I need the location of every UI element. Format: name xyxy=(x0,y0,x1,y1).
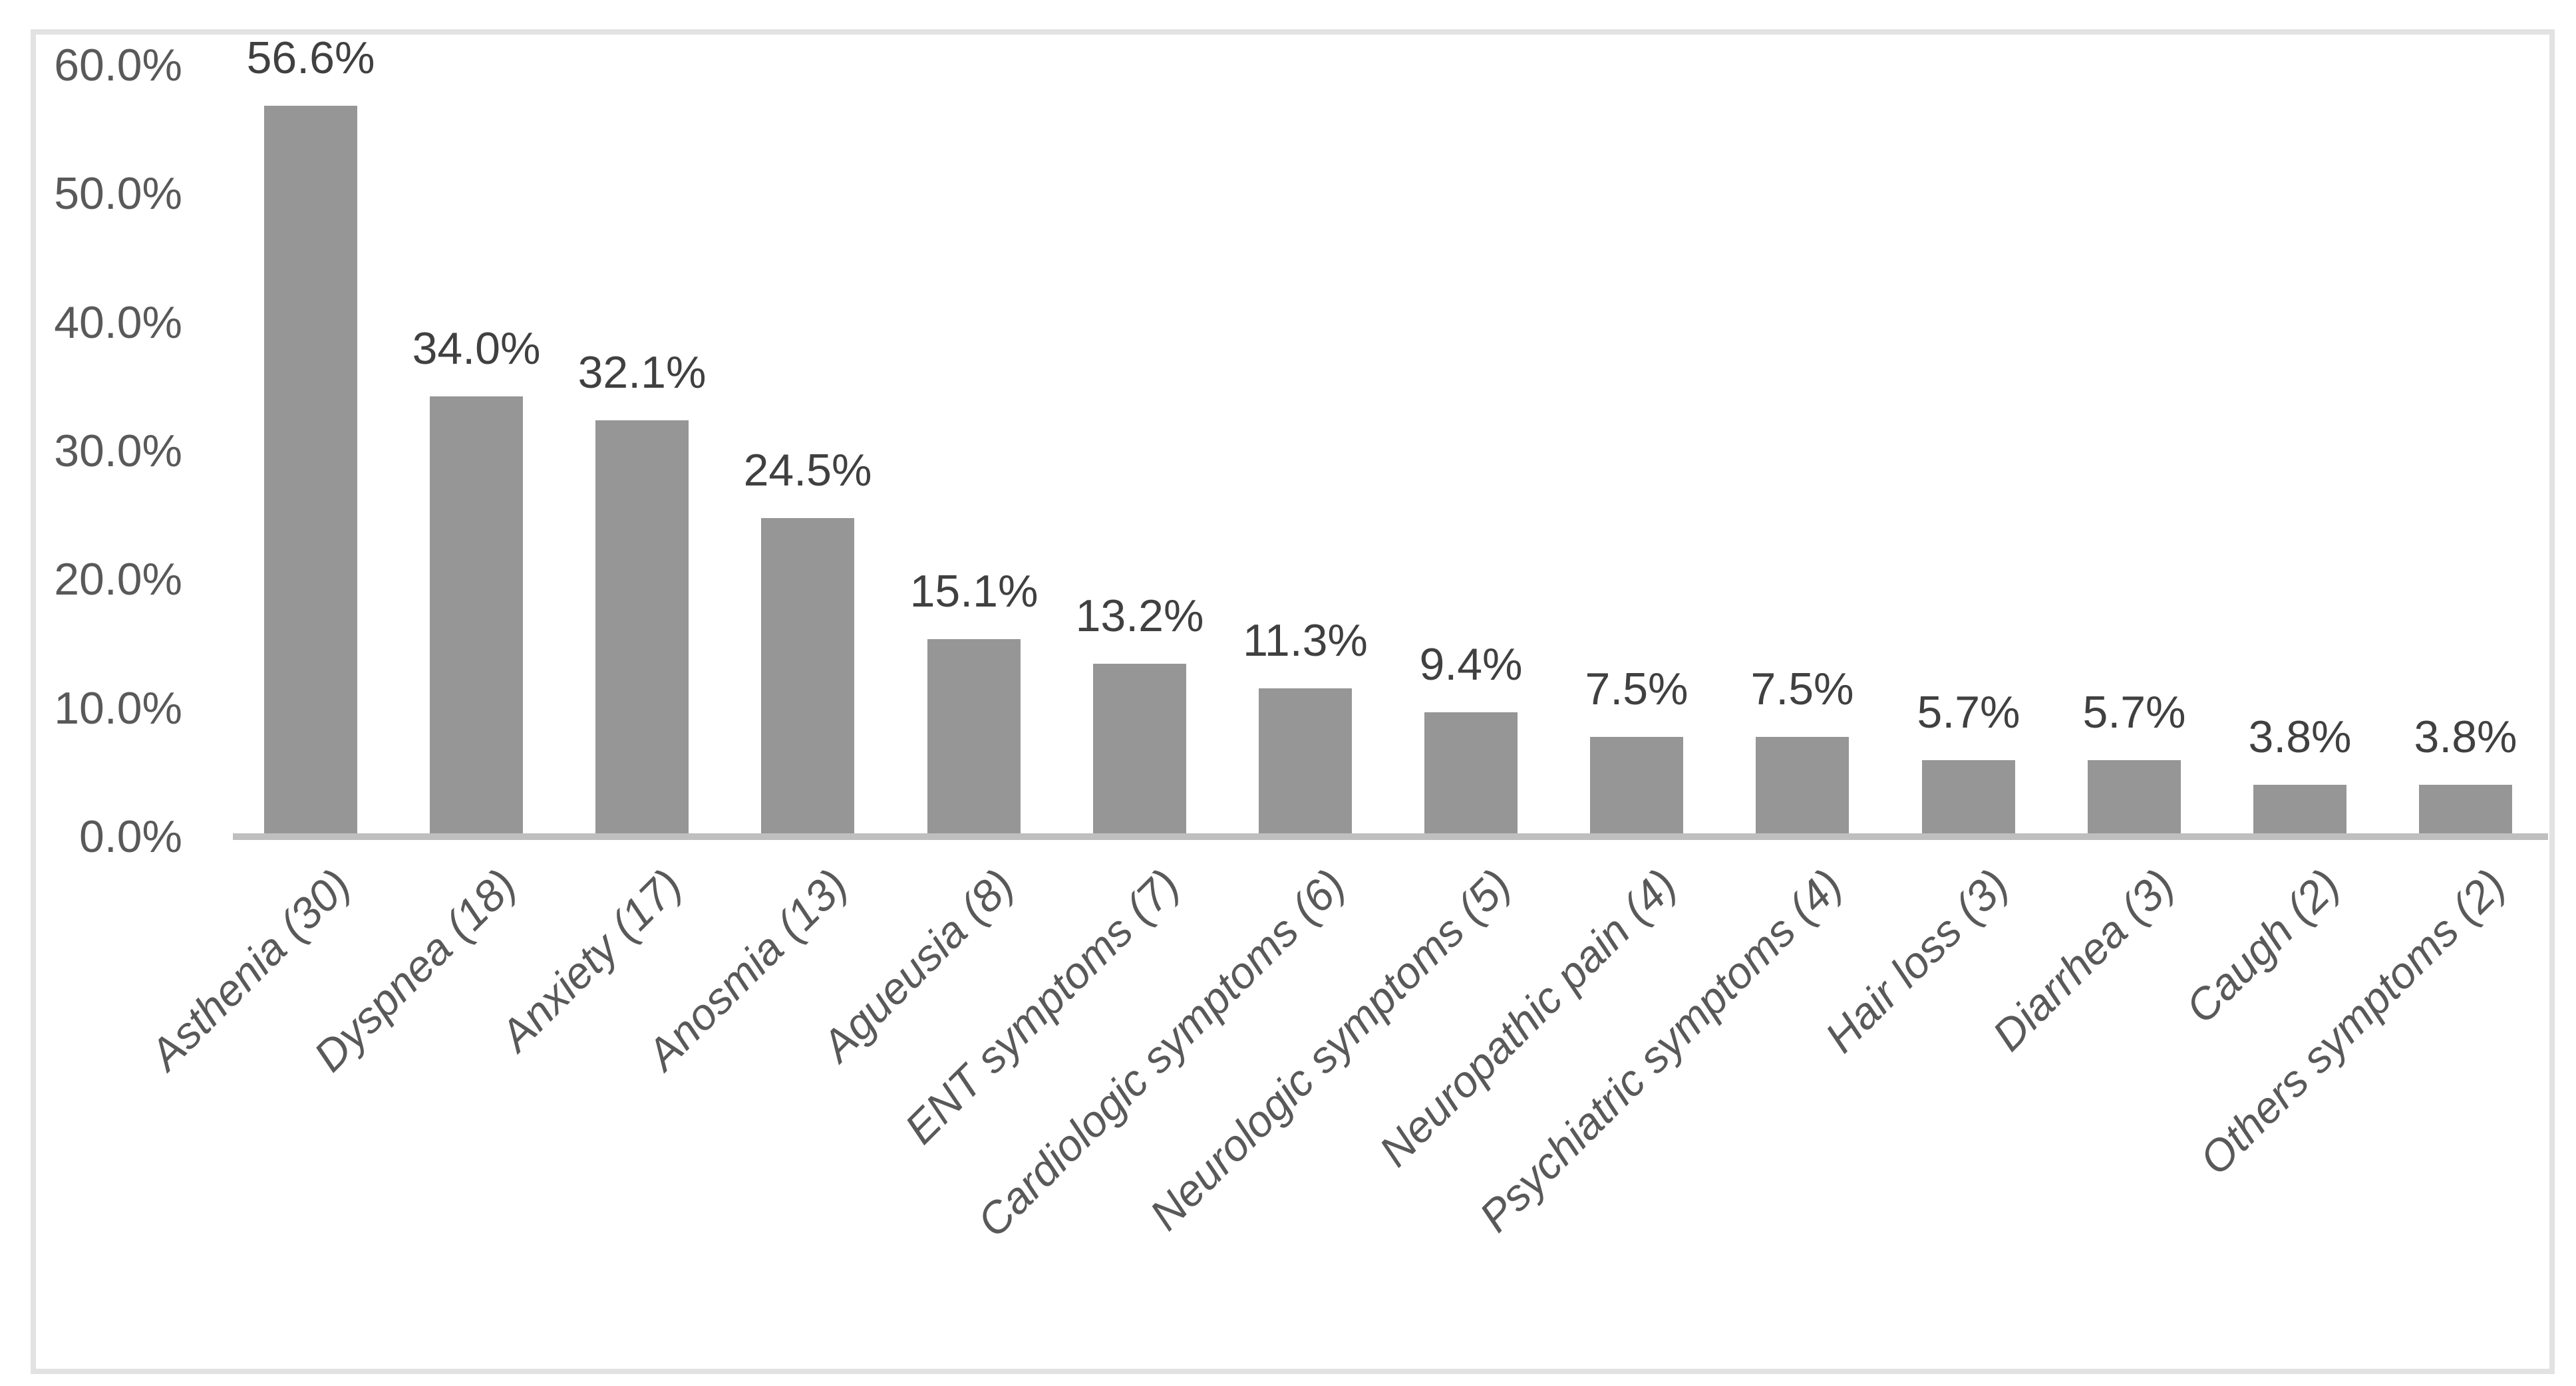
bar-value-label: 3.8% xyxy=(2248,712,2352,762)
y-axis-tick-label: 0.0% xyxy=(79,811,182,862)
bar xyxy=(1756,737,1849,833)
bar xyxy=(2419,785,2512,833)
bar-value-label: 15.1% xyxy=(909,566,1039,617)
bar xyxy=(264,106,357,833)
bar-value-label: 11.3% xyxy=(1243,615,1368,666)
y-axis-tick-label: 60.0% xyxy=(54,40,182,90)
bar-value-label: 9.4% xyxy=(1419,639,1523,690)
bar xyxy=(1590,737,1683,833)
bar xyxy=(2088,760,2181,833)
y-axis-tick-label: 30.0% xyxy=(54,426,182,476)
bar-value-label: 3.8% xyxy=(2414,712,2517,762)
bar xyxy=(595,420,689,833)
y-axis-tick-label: 20.0% xyxy=(54,554,182,605)
bar-value-label: 13.2% xyxy=(1075,591,1204,641)
bar xyxy=(1424,712,1518,833)
y-axis-tick-label: 40.0% xyxy=(54,297,182,348)
y-axis-tick-label: 50.0% xyxy=(54,168,182,219)
bar xyxy=(1093,664,1186,833)
bar-value-label: 34.0% xyxy=(412,323,541,374)
bar-value-label: 32.1% xyxy=(577,347,707,398)
bar-value-label: 5.7% xyxy=(2082,687,2186,738)
bar xyxy=(927,639,1021,833)
y-axis-tick-label: 10.0% xyxy=(54,683,182,734)
bar xyxy=(761,518,854,833)
bar xyxy=(2253,785,2346,833)
bar-value-label: 56.6% xyxy=(246,33,375,83)
bar xyxy=(1922,760,2015,833)
bar-value-label: 24.5% xyxy=(743,445,872,495)
bar xyxy=(430,396,523,833)
x-axis-line xyxy=(233,833,2548,840)
bar-value-label: 7.5% xyxy=(1585,664,1689,714)
bar xyxy=(1259,688,1352,833)
bar-value-label: 5.7% xyxy=(1917,687,2020,738)
bar-value-label: 7.5% xyxy=(1750,664,1854,714)
